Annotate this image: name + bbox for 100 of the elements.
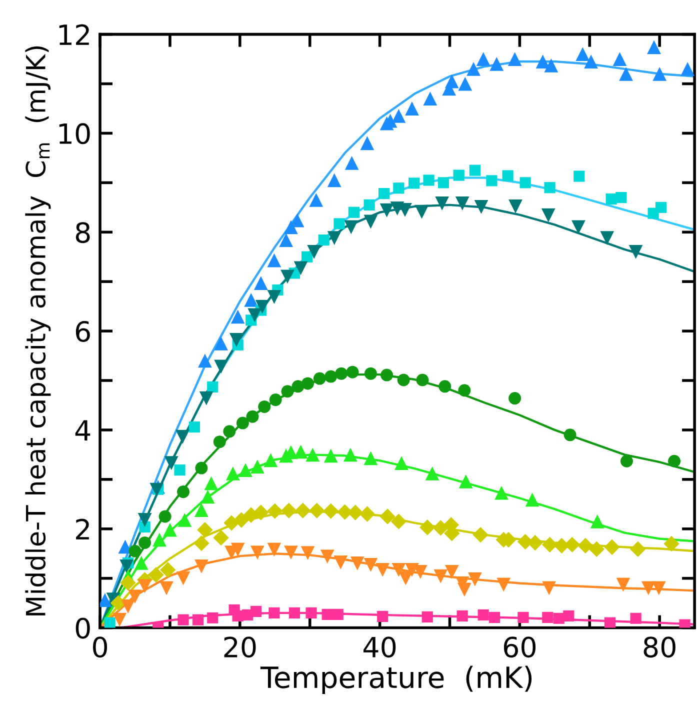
point (576, 47, 590, 62)
point (359, 506, 376, 522)
point (612, 52, 627, 66)
point (120, 574, 136, 591)
point (267, 253, 282, 268)
x-tick-label: 20 (224, 636, 256, 658)
point (435, 196, 449, 210)
point (294, 444, 308, 459)
point (195, 462, 208, 474)
point (630, 612, 642, 624)
point (174, 464, 186, 476)
y-tick-label: 2 (76, 518, 89, 540)
point (194, 535, 210, 552)
point (344, 220, 358, 234)
point (213, 436, 226, 448)
point (380, 368, 394, 382)
point (628, 244, 643, 259)
y-tick-label: 6 (76, 320, 90, 342)
point (246, 410, 259, 423)
point (322, 503, 339, 519)
point (544, 58, 558, 72)
point (121, 600, 135, 614)
point (541, 208, 556, 222)
point (619, 66, 633, 81)
point (200, 490, 215, 504)
point (343, 448, 358, 462)
y-tick-label: 12 (59, 24, 89, 45)
point (281, 385, 294, 398)
point (300, 546, 315, 560)
point (213, 530, 229, 546)
point (320, 550, 334, 564)
point (335, 367, 348, 380)
point (390, 514, 407, 530)
point (318, 234, 330, 246)
point (364, 451, 378, 466)
point (138, 513, 152, 527)
point (655, 202, 667, 213)
point (194, 503, 208, 518)
point (104, 617, 116, 628)
point (198, 354, 212, 368)
point (380, 203, 394, 218)
point (438, 177, 450, 188)
point (194, 560, 208, 574)
x-tick-label: 60 (504, 636, 536, 658)
point (267, 503, 283, 519)
point (134, 556, 148, 570)
point (405, 102, 419, 116)
point (394, 456, 408, 470)
point (652, 66, 667, 81)
point (392, 108, 406, 123)
point (250, 460, 264, 474)
point (434, 569, 448, 584)
point (616, 192, 627, 204)
point (158, 510, 172, 523)
point (496, 578, 511, 592)
point (348, 206, 360, 218)
point (563, 610, 574, 622)
point (600, 231, 614, 246)
point (327, 173, 342, 188)
point (474, 200, 488, 214)
point (377, 610, 388, 622)
point (542, 612, 554, 623)
point (350, 556, 364, 570)
point (233, 512, 250, 528)
point (207, 612, 218, 624)
point (244, 292, 258, 307)
point (457, 582, 472, 597)
point (392, 562, 406, 577)
point (630, 541, 646, 557)
point (393, 182, 404, 194)
point (248, 308, 262, 322)
point (302, 377, 314, 390)
point (423, 92, 438, 106)
point (680, 62, 695, 76)
point (414, 204, 429, 219)
point (536, 54, 550, 68)
point (230, 310, 245, 324)
point (444, 564, 459, 579)
point (214, 360, 228, 374)
point (376, 562, 390, 577)
point (238, 463, 252, 477)
point (324, 448, 338, 463)
point (236, 416, 249, 430)
point (508, 52, 522, 66)
point (588, 541, 604, 557)
point (280, 270, 294, 284)
point (364, 214, 378, 229)
point (525, 492, 540, 507)
point (641, 581, 656, 596)
point (398, 571, 413, 586)
point (564, 428, 576, 442)
point (309, 193, 324, 207)
point (160, 581, 174, 596)
point (578, 538, 594, 554)
point (223, 425, 236, 438)
point (408, 178, 420, 189)
point (458, 474, 473, 488)
point (360, 136, 374, 150)
point (308, 502, 325, 518)
point (177, 486, 190, 498)
